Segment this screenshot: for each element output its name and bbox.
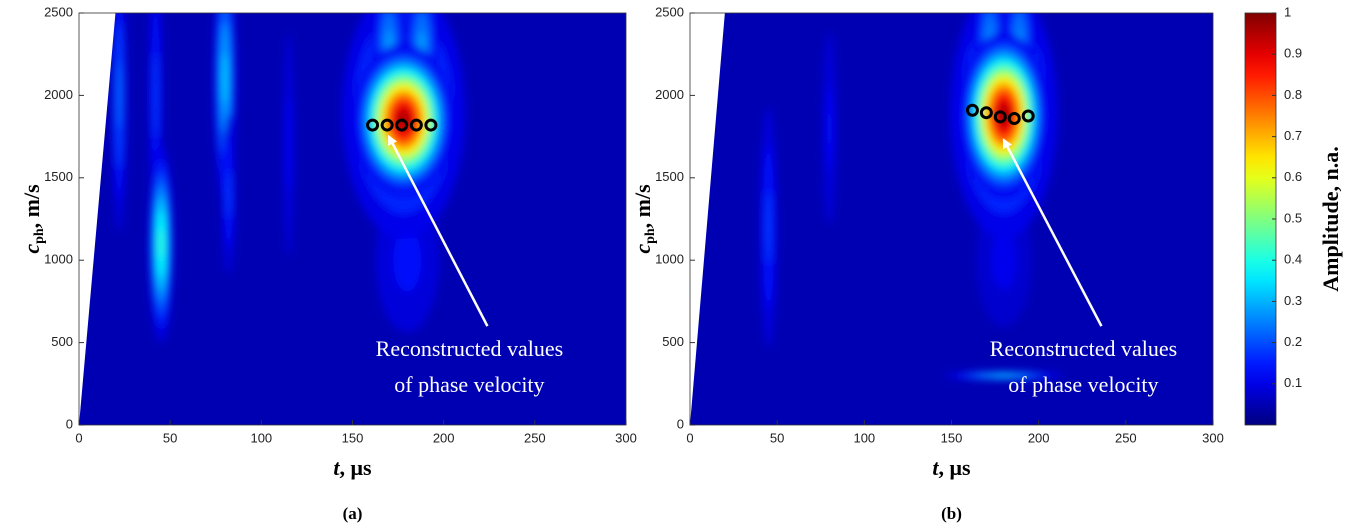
data-point xyxy=(965,103,979,117)
colorbar-tick-label: 1 xyxy=(1284,4,1291,19)
y-axis-label: cph, m/s xyxy=(630,184,658,254)
no-data-region xyxy=(79,13,116,425)
y-subscript: ph xyxy=(32,228,47,244)
colorbar-label: Amplitude, n.a. xyxy=(1318,146,1343,291)
heatmap xyxy=(79,13,626,425)
data-point xyxy=(409,118,423,132)
data-point xyxy=(979,106,993,120)
blob-level xyxy=(286,95,292,195)
x-unit: , μs xyxy=(939,455,971,480)
annotation-text: of phase velocity xyxy=(1008,372,1158,397)
x-tick-label: 300 xyxy=(1202,430,1224,445)
y-symbol: c xyxy=(19,244,44,254)
y-tick-label: 500 xyxy=(662,334,684,349)
y-axis-label: cph, m/s xyxy=(19,184,47,254)
annotation-text: Reconstructed values xyxy=(376,336,564,361)
x-tick-label: 250 xyxy=(524,430,546,445)
y-tick-label: 2000 xyxy=(655,87,684,102)
blobs xyxy=(111,13,466,343)
y-tick-label: 0 xyxy=(66,416,73,431)
blob xyxy=(111,13,127,232)
x-tick-label: 50 xyxy=(163,430,177,445)
x-tick-label: 150 xyxy=(342,430,364,445)
y-tick-label: 2500 xyxy=(655,4,684,19)
y-subscript: ph xyxy=(643,228,658,244)
blob-level xyxy=(991,374,1016,377)
x-symbol: t xyxy=(932,455,939,480)
blob xyxy=(822,32,837,225)
annotation-text: of phase velocity xyxy=(394,372,544,397)
y-tick-label: 1000 xyxy=(655,252,684,267)
data-point xyxy=(380,118,394,132)
colorbar-tick-label: 0.8 xyxy=(1284,87,1302,102)
data-point xyxy=(395,118,409,132)
blob-level xyxy=(393,228,422,292)
y-tick-label: 500 xyxy=(51,334,73,349)
blob-level xyxy=(991,230,1017,290)
blob-level xyxy=(159,227,164,260)
blob xyxy=(283,32,295,258)
x-tick-label: 200 xyxy=(433,430,455,445)
colorbar-tick-label: 0.7 xyxy=(1284,128,1302,143)
colorbar xyxy=(1244,12,1277,426)
blob-level xyxy=(226,169,231,220)
blob-level xyxy=(153,52,158,139)
colorbar-tick-label: 0.6 xyxy=(1284,169,1302,184)
panel-label: (b) xyxy=(941,504,962,523)
y-unit: , m/s xyxy=(19,184,44,228)
colorbar-tick-label: 0.5 xyxy=(1284,210,1302,225)
blob-level xyxy=(117,61,121,129)
y-tick-label: 0 xyxy=(677,416,684,431)
blob xyxy=(944,370,1063,381)
colorbar-tick-label: 0.1 xyxy=(1284,375,1302,390)
x-axis-label: t, μs xyxy=(333,455,372,480)
data-point xyxy=(366,118,380,132)
y-tick-label: 2000 xyxy=(44,87,73,102)
x-unit: , μs xyxy=(340,455,372,480)
blob-level xyxy=(826,86,833,171)
x-symbol: t xyxy=(333,455,340,480)
x-tick-label: 100 xyxy=(250,430,272,445)
annotation-arrow xyxy=(1002,138,1103,327)
panel-label: (a) xyxy=(343,504,363,523)
x-tick-label: 250 xyxy=(1115,430,1137,445)
y-tick-label: 1500 xyxy=(44,169,73,184)
x-tick-label: 0 xyxy=(686,430,693,445)
colorbar-tick-label: 0.3 xyxy=(1284,293,1302,308)
heatmap-background xyxy=(690,13,1213,425)
y-tick-label: 1000 xyxy=(44,252,73,267)
data-point xyxy=(1021,109,1035,123)
annotation-text: Reconstructed values xyxy=(990,336,1178,361)
blob xyxy=(759,106,777,348)
x-tick-label: 150 xyxy=(941,430,963,445)
x-tick-label: 50 xyxy=(770,430,784,445)
y-unit: , m/s xyxy=(630,184,655,228)
colorbar-tick-label: 0.2 xyxy=(1284,334,1302,349)
x-tick-label: 0 xyxy=(75,430,82,445)
no-data-region xyxy=(690,13,725,425)
blob xyxy=(221,114,236,275)
y-symbol: c xyxy=(630,244,655,254)
x-tick-label: 100 xyxy=(853,430,875,445)
annotation-arrow xyxy=(387,134,489,327)
colorbar-tick-label: 0.9 xyxy=(1284,46,1302,61)
data-point xyxy=(424,118,438,132)
x-axis-label: t, μs xyxy=(932,455,971,480)
heatmap xyxy=(690,13,1213,425)
data-point xyxy=(1007,111,1021,125)
x-tick-label: 300 xyxy=(615,430,637,445)
colorbar-tick-label: 0.4 xyxy=(1284,252,1302,267)
x-tick-label: 200 xyxy=(1028,430,1050,445)
y-tick-label: 2500 xyxy=(44,4,73,19)
blob-level xyxy=(765,190,772,265)
blob xyxy=(148,145,174,343)
blob-level xyxy=(222,52,228,105)
data-point xyxy=(993,110,1007,124)
y-tick-label: 1500 xyxy=(655,169,684,184)
